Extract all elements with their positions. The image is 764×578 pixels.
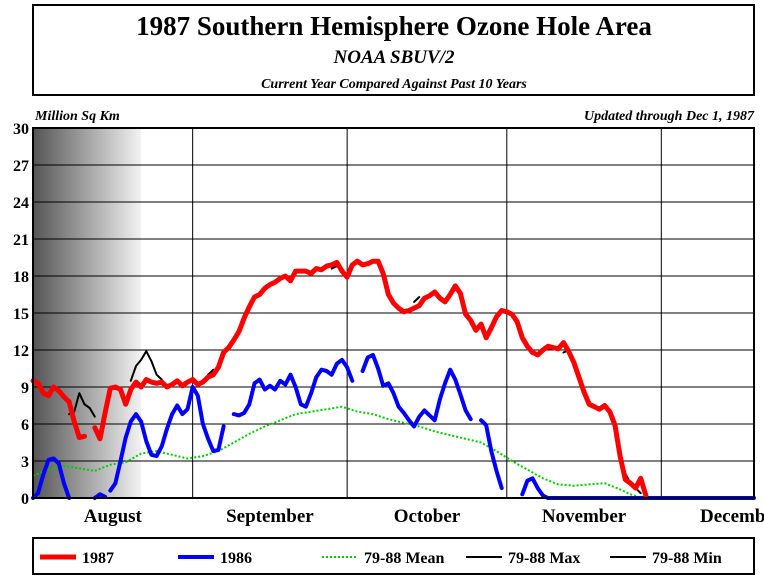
series-line-segment <box>520 476 550 500</box>
series-line-segment <box>31 456 72 500</box>
series-line-segment <box>360 352 473 429</box>
legend-label: 79-88 Max <box>508 550 580 567</box>
x-tick-label-november: November <box>542 506 627 527</box>
series-line-segment <box>479 418 504 491</box>
y-tick-label-15: 15 <box>13 306 29 323</box>
y-axis-label: Million Sq Km <box>34 109 120 124</box>
chart-subtitle-2: Current Year Compared Against Past 10 Ye… <box>261 77 527 92</box>
series-79-88-mean <box>32 405 642 499</box>
legend-label: 1986 <box>220 550 252 567</box>
series-line-segment <box>92 258 649 498</box>
y-tick-label-12: 12 <box>13 343 29 360</box>
legend-label: 79-88 Min <box>652 550 722 567</box>
series-line-segment <box>108 385 226 493</box>
y-tick-label-0: 0 <box>21 491 29 508</box>
series-line-segment <box>207 368 215 376</box>
y-tick-label-21: 21 <box>13 232 29 249</box>
x-tick-label-december: December <box>700 506 764 527</box>
title-box <box>32 4 755 96</box>
y-tick-label-9: 9 <box>21 380 29 397</box>
series-line-segment <box>92 492 108 500</box>
series-line-segment <box>413 296 421 303</box>
y-tick-label-30: 30 <box>13 121 29 138</box>
series-1987 <box>30 258 649 498</box>
series-line-segment <box>129 350 163 382</box>
y-tick-label-27: 27 <box>13 158 29 175</box>
plot-frame <box>32 127 755 499</box>
y-tick-label-24: 24 <box>13 195 29 212</box>
series-line-segment <box>30 378 87 441</box>
chart-subtitle: NOAA SBUV/2 <box>333 47 455 68</box>
series-line-segment <box>32 405 642 499</box>
series-line-segment <box>330 265 338 270</box>
x-tick-label-september: September <box>226 506 314 527</box>
chart-title: 1987 Southern Hemisphere Ozone Hole Area <box>136 11 652 41</box>
updated-note: Updated through Dec 1, 1987 <box>584 109 755 124</box>
x-tick-label-october: October <box>394 506 461 527</box>
x-tick-label-august: August <box>84 506 143 527</box>
y-tick-label-6: 6 <box>21 417 29 434</box>
legend-label: 1987 <box>82 550 114 567</box>
y-tick-label-18: 18 <box>13 269 29 286</box>
legend-label: 79-88 Mean <box>364 550 445 567</box>
series-line-segment <box>231 357 355 418</box>
y-tick-label-3: 3 <box>21 454 29 471</box>
